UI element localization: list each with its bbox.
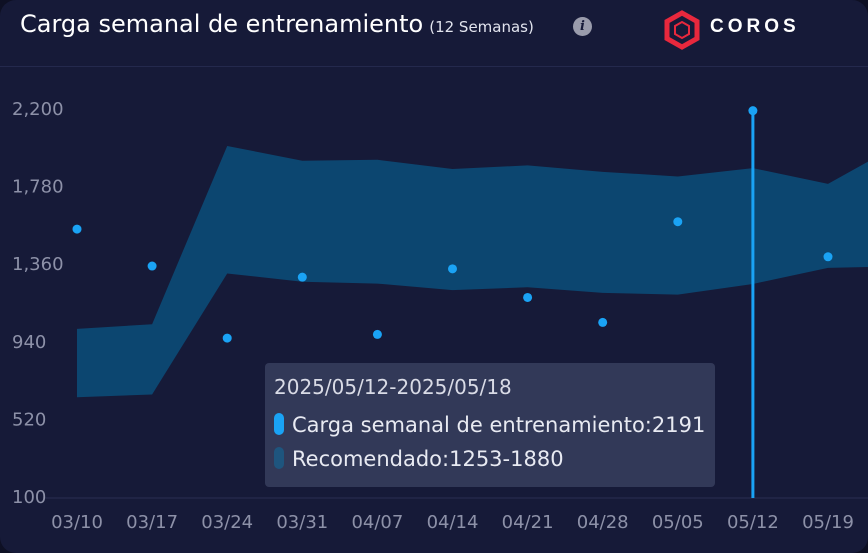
tooltip-series-row: Carga semanal de entrenamiento:2191	[274, 413, 705, 437]
info-icon[interactable]: i	[573, 17, 592, 36]
x-tick-label: 03/17	[126, 512, 178, 533]
x-tick-label: 05/19	[802, 512, 854, 533]
tooltip-date-range: 2025/05/12-2025/05/18	[274, 375, 512, 399]
data-point	[297, 272, 307, 282]
x-tick-label: 04/28	[577, 512, 629, 533]
data-point	[372, 329, 382, 339]
tooltip-series-value: Carga semanal de entrenamiento:2191	[292, 413, 706, 437]
x-tick-label: 05/12	[727, 512, 779, 533]
y-tick-label: 520	[12, 409, 46, 430]
chart-tooltip: 2025/05/12-2025/05/18 Carga semanal de e…	[265, 363, 715, 487]
data-point	[147, 261, 157, 271]
chart-title: Carga semanal de entrenamiento (12 Semana…	[20, 10, 534, 38]
y-tick-label: 2,200	[12, 99, 64, 120]
coros-hexagon-icon	[664, 10, 700, 50]
tooltip-range-row: Recomendado:1253-1880	[274, 447, 564, 471]
coros-logo: COROS	[662, 10, 832, 50]
x-tick-label: 05/05	[652, 512, 704, 533]
tooltip-range-swatch	[274, 447, 284, 469]
x-tick-label: 04/14	[427, 512, 479, 533]
x-tick-label: 03/24	[201, 512, 253, 533]
data-point	[823, 252, 833, 262]
y-tick-label: 100	[12, 487, 46, 508]
data-point	[673, 217, 683, 227]
tooltip-series-swatch	[274, 413, 284, 435]
tooltip-range-value: Recomendado:1253-1880	[292, 447, 564, 471]
data-point	[72, 224, 82, 234]
chart-title-text: Carga semanal de entrenamiento	[20, 10, 424, 38]
data-point	[598, 317, 608, 327]
recommended-band	[77, 145, 868, 398]
y-tick-label: 1,780	[12, 177, 64, 198]
y-tick-label: 1,360	[12, 254, 64, 275]
x-tick-label: 03/31	[276, 512, 328, 533]
coros-logo-text: COROS	[710, 16, 800, 37]
x-tick-label: 04/21	[502, 512, 554, 533]
chart-subtitle: (12 Semanas)	[429, 18, 534, 36]
card-header: Carga semanal de entrenamiento (12 Semana…	[0, 0, 868, 67]
y-tick-label: 940	[12, 332, 46, 353]
data-point	[448, 264, 457, 274]
data-point	[748, 106, 758, 116]
data-point	[222, 333, 232, 343]
x-tick-label: 03/10	[51, 512, 103, 533]
x-tick-label: 04/07	[351, 512, 403, 533]
data-point	[523, 292, 533, 302]
